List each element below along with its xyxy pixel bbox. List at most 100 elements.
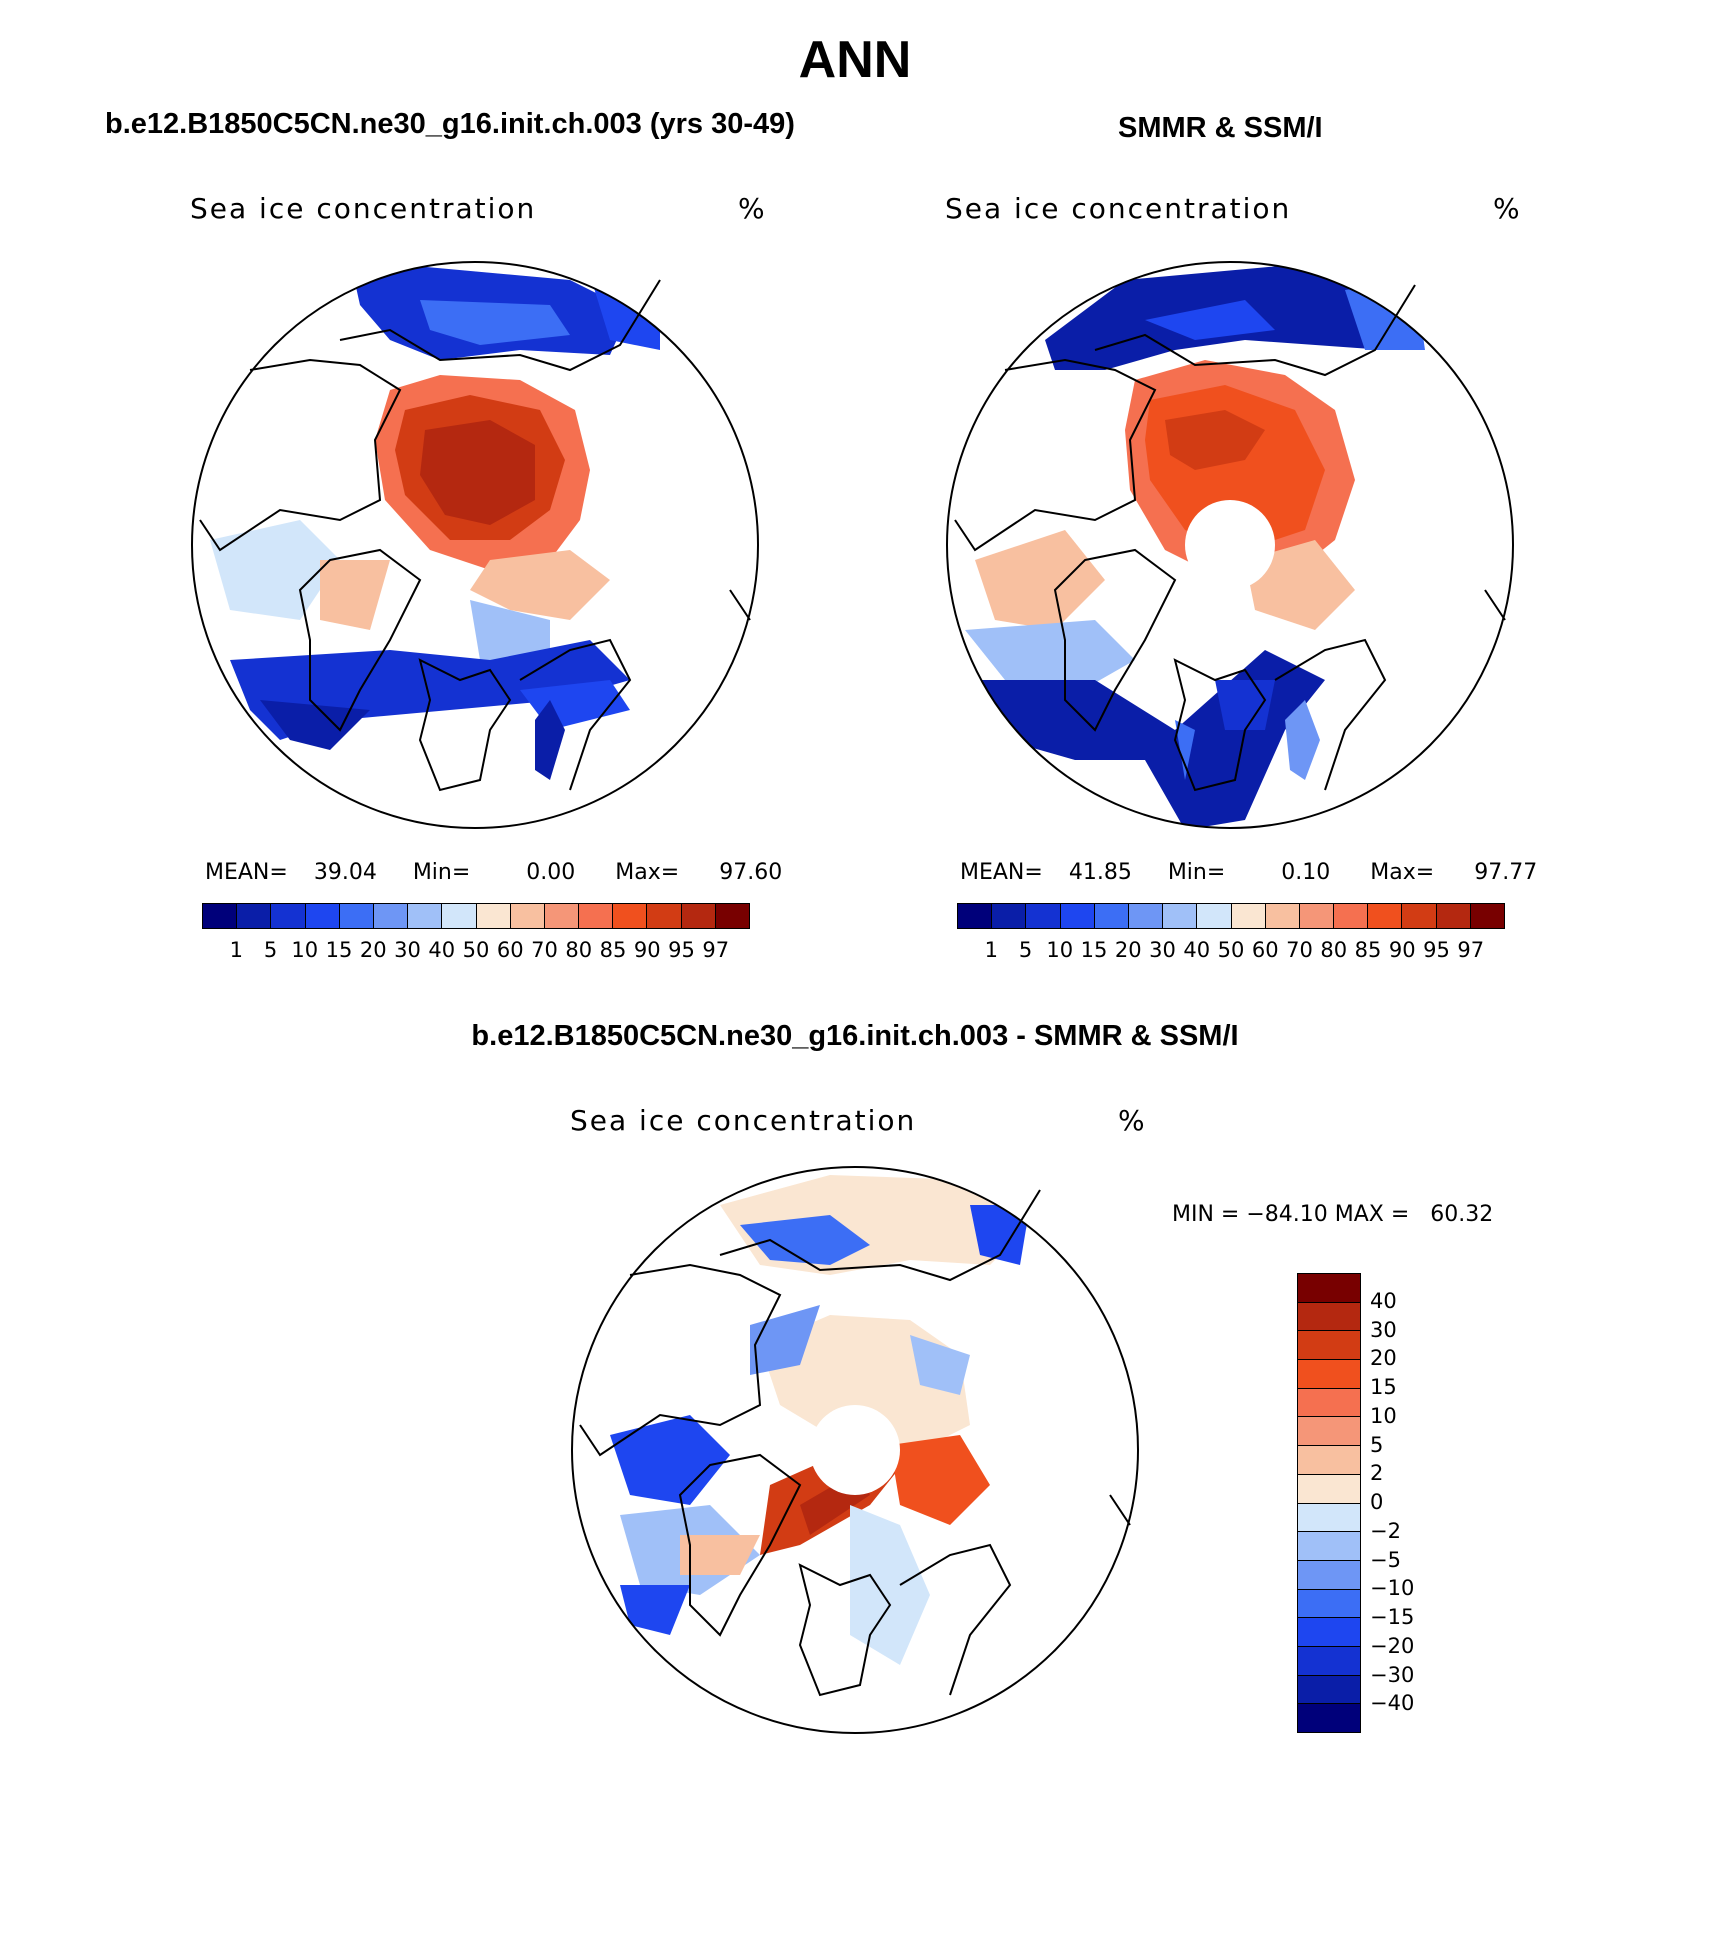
stats-model: MEAN= 39.04 Min= 0.00 Max= 97.60: [205, 860, 782, 885]
colorbar-swatch-model: [373, 904, 409, 928]
colorbar-tick-label: −5: [1370, 1547, 1401, 1572]
max-label: Max=: [615, 860, 680, 885]
colorbar-tick-label: 85: [1354, 938, 1382, 962]
colorbar-tick-label: 50: [1217, 938, 1245, 962]
colorbar-tick-label: 40: [428, 938, 456, 962]
variable-label-model: Sea ice concentration: [190, 192, 537, 225]
colorbar-swatch-diff: [1298, 1446, 1360, 1475]
colorbar-swatch-diff: [1298, 1331, 1360, 1361]
colorbar-swatch-model: [442, 904, 477, 928]
colorbar-tick-label: 85: [599, 938, 627, 962]
colorbar-tick-label: −40: [1370, 1691, 1415, 1716]
colorbar-obs: [957, 903, 1505, 929]
mean-value: 41.85: [1068, 860, 1132, 885]
colorbar-tick-label: 95: [1423, 938, 1450, 962]
colorbar-swatch-obs: [1231, 904, 1266, 928]
colorbar-tick-label: −30: [1370, 1662, 1415, 1687]
colorbar-swatch-diff: [1298, 1388, 1360, 1418]
max-value: 97.77: [1474, 860, 1538, 885]
colorbar-swatch-diff: [1298, 1360, 1360, 1389]
pole-hole: [810, 1405, 900, 1495]
colorbar-swatch-model: [305, 904, 340, 928]
colorbar-labels-diff: 40 30 20 15 10 5 2 0 −2 −5 −10 −15 −20 −30 −40: [1370, 1273, 1450, 1733]
colorbar-swatch-model: [579, 904, 614, 928]
colorbar-swatch-obs: [1197, 904, 1232, 928]
colorbar-tick-label: 90: [633, 938, 661, 962]
max-label: Max=: [1370, 860, 1435, 885]
colorbar-tick-label: 20: [1114, 938, 1142, 962]
colorbar-swatch-obs: [1265, 904, 1300, 928]
colorbar-swatch-model: [237, 904, 272, 928]
colorbar-tick-label: 1: [984, 938, 998, 962]
colorbar-swatch-diff: [1298, 1302, 1360, 1332]
colorbar-swatch-obs: [992, 904, 1027, 928]
pole-hole: [1185, 500, 1275, 590]
colorbar-swatch-obs: [1470, 904, 1504, 928]
colorbar-swatch-model: [271, 904, 306, 928]
colorbar-tick-label: 80: [565, 938, 593, 962]
variable-label-obs: Sea ice concentration: [945, 192, 1292, 225]
colorbar-tick-label: 20: [1370, 1346, 1397, 1371]
colorbar-tick-label: 97: [1457, 938, 1485, 962]
stats-obs: MEAN= 41.85 Min= 0.10 Max= 97.77: [960, 860, 1537, 885]
colorbar-tick-label: −15: [1370, 1605, 1415, 1629]
colorbar-swatch-obs: [1094, 904, 1129, 928]
colorbar-swatch-model: [613, 904, 648, 928]
colorbar-swatch-diff: [1298, 1675, 1360, 1705]
colorbar-tick-label: 80: [1320, 938, 1348, 962]
colorbar-tick-label: 30: [1370, 1317, 1397, 1342]
colorbar-swatch-obs: [1436, 904, 1471, 928]
colorbar-tick-label: 95: [668, 938, 695, 962]
colorbar-swatch-model: [476, 904, 511, 928]
colorbar-tick-label: 10: [1370, 1403, 1397, 1428]
polar-map-diff: [571, 1166, 1139, 1734]
colorbar-swatch-diff: [1298, 1532, 1360, 1561]
colorbar-tick-label: 10: [1046, 938, 1074, 962]
colorbar-tick-label: 60: [1251, 938, 1279, 962]
colorbar-labels-obs: 1 5 10 15 20 30 40 50 60 70 80 85 90 95 97: [957, 938, 1505, 968]
colorbar-tick-label: 50: [462, 938, 490, 962]
colorbar-tick-label: −10: [1370, 1576, 1415, 1601]
polar-map-obs: [946, 261, 1514, 829]
colorbar-tick-label: 40: [1370, 1288, 1397, 1313]
colorbar-tick-label: 0: [1370, 1490, 1384, 1514]
colorbar-tick-label: 30: [1149, 938, 1176, 962]
panel-heading-obs: SMMR & SSM/I: [1118, 112, 1323, 144]
colorbar-swatch-diff: [1298, 1704, 1360, 1732]
panel-heading-model: b.e12.B1850C5CN.ne30_g16.init.ch.003 (yr…: [105, 108, 795, 140]
colorbar-tick-label: 40: [1183, 938, 1211, 962]
panel-heading-diff: b.e12.B1850C5CN.ne30_g16.init.ch.003 - S…: [471, 1020, 1239, 1052]
min-value: 0.10: [1281, 860, 1331, 885]
colorbar-tick-label: 70: [531, 938, 558, 962]
figure-title: ANN: [798, 31, 912, 89]
colorbar-swatch-diff: [1298, 1274, 1360, 1303]
colorbar-model: [202, 903, 750, 929]
colorbar-tick-label: 60: [496, 938, 524, 962]
colorbar-swatch-model: [408, 904, 443, 928]
colorbar-swatch-model: [544, 904, 580, 928]
colorbar-tick-label: 5: [1370, 1432, 1384, 1457]
colorbar-swatch-diff: [1298, 1417, 1360, 1447]
colorbar-tick-label: 97: [702, 938, 730, 962]
colorbar-tick-label: 10: [291, 938, 319, 962]
variable-label-diff: Sea ice concentration: [570, 1104, 917, 1137]
mean-value: 39.04: [313, 860, 377, 885]
colorbar-tick-label: 5: [1018, 938, 1033, 962]
colorbar-diff: [1297, 1273, 1361, 1733]
colorbar-tick-label: 15: [325, 938, 353, 962]
colorbar-swatch-diff: [1298, 1474, 1360, 1504]
colorbar-swatch-model: [339, 904, 374, 928]
colorbar-tick-label: 70: [1286, 938, 1313, 962]
colorbar-tick-label: 5: [263, 938, 278, 962]
polar-map-model: [191, 261, 759, 829]
max-value: 97.60: [719, 860, 783, 885]
colorbar-swatch-diff: [1298, 1646, 1360, 1676]
colorbar-tick-label: 15: [1080, 938, 1108, 962]
colorbar-swatch-model: [647, 904, 682, 928]
colorbar-tick-label: 15: [1370, 1375, 1397, 1399]
colorbar-swatch-obs: [1128, 904, 1164, 928]
colorbar-swatch-model: [510, 904, 545, 928]
colorbar-tick-label: 20: [359, 938, 387, 962]
units-label-model: %: [738, 192, 765, 225]
colorbar-swatch-obs: [958, 904, 993, 928]
